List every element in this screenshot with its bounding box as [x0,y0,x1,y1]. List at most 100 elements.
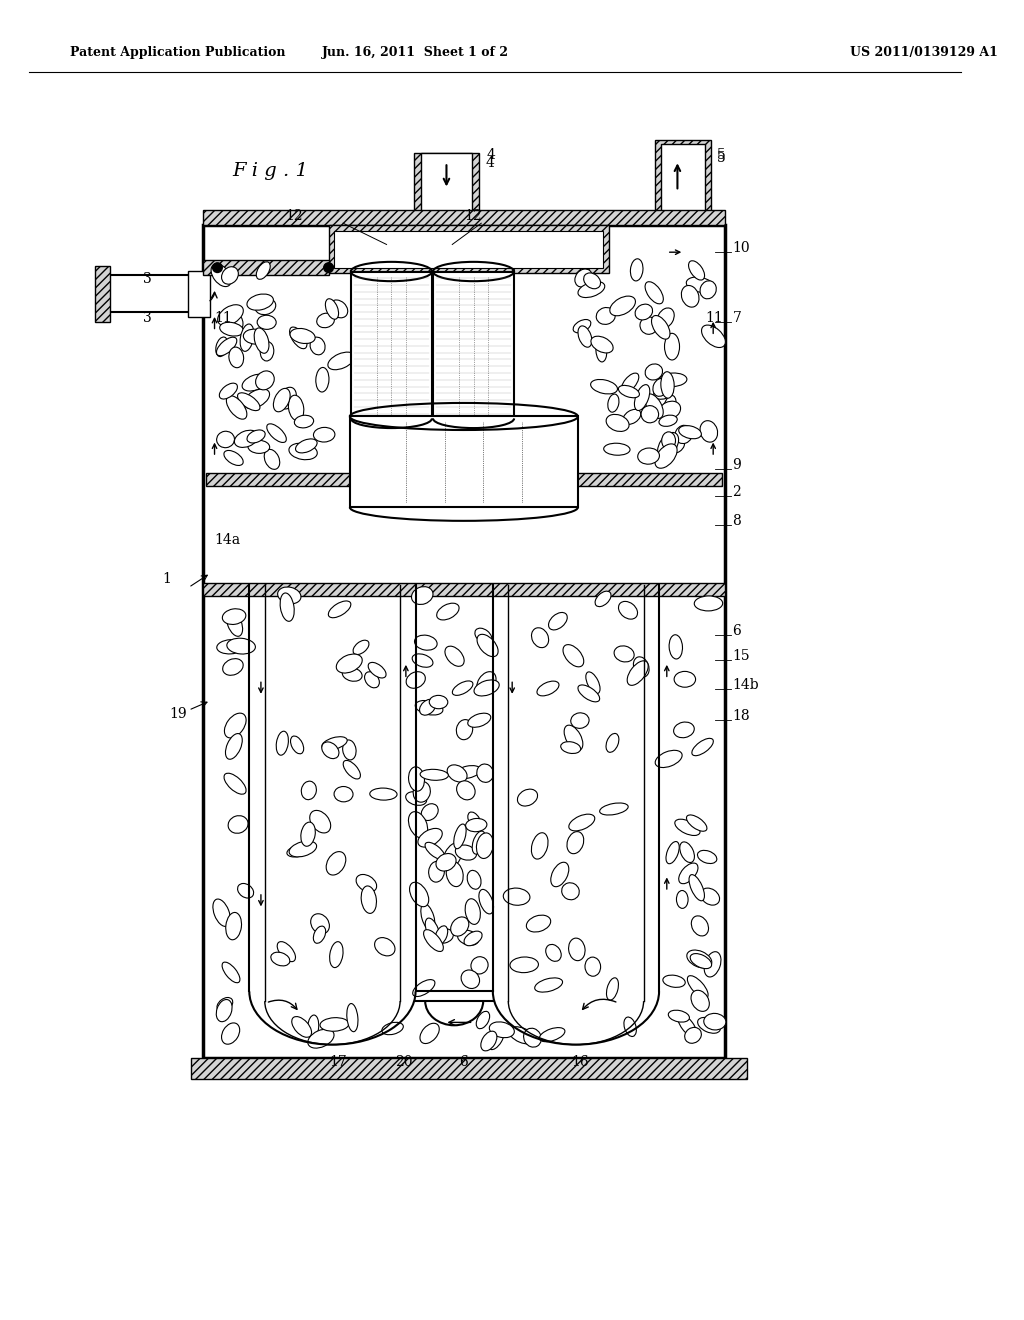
Ellipse shape [226,915,241,933]
Ellipse shape [461,970,479,989]
Ellipse shape [618,602,638,619]
Ellipse shape [641,405,658,422]
Ellipse shape [679,863,698,883]
Ellipse shape [234,430,258,447]
Ellipse shape [655,750,682,767]
Ellipse shape [657,308,674,329]
Ellipse shape [564,725,583,751]
Bar [188,271,210,317]
Ellipse shape [412,586,433,605]
Ellipse shape [361,886,377,913]
Ellipse shape [225,734,243,759]
Ellipse shape [458,931,479,945]
Ellipse shape [407,672,425,688]
Ellipse shape [217,998,232,1012]
Ellipse shape [488,1028,504,1049]
Ellipse shape [703,1014,726,1030]
Text: 4: 4 [486,148,495,162]
Ellipse shape [264,449,280,470]
Ellipse shape [675,425,692,444]
Ellipse shape [658,401,681,420]
Ellipse shape [254,327,269,354]
Ellipse shape [242,374,268,391]
Ellipse shape [691,990,710,1011]
Ellipse shape [660,372,674,399]
Ellipse shape [330,941,343,968]
Ellipse shape [347,1003,358,1032]
Ellipse shape [420,770,449,780]
Ellipse shape [375,937,395,956]
Ellipse shape [674,672,695,688]
Ellipse shape [276,731,289,755]
Ellipse shape [679,425,701,438]
Ellipse shape [382,1022,403,1035]
Ellipse shape [370,788,397,800]
Ellipse shape [677,891,688,908]
Ellipse shape [353,640,369,655]
Ellipse shape [361,434,378,454]
Ellipse shape [290,329,315,343]
Ellipse shape [409,812,428,838]
Ellipse shape [270,952,290,966]
Ellipse shape [309,810,331,833]
Text: 3: 3 [143,272,152,286]
Ellipse shape [464,931,482,945]
Ellipse shape [222,659,243,676]
Text: 15: 15 [732,649,751,663]
Ellipse shape [224,774,246,795]
Ellipse shape [216,337,228,356]
Ellipse shape [551,449,571,466]
Ellipse shape [618,385,639,397]
Ellipse shape [374,442,391,462]
Ellipse shape [453,681,473,696]
Ellipse shape [260,342,273,360]
Ellipse shape [278,587,301,603]
Ellipse shape [645,281,664,304]
Text: 5: 5 [717,148,726,162]
Ellipse shape [329,601,351,618]
Ellipse shape [256,261,270,280]
Ellipse shape [578,685,600,702]
Ellipse shape [686,814,707,832]
Bar [94,265,111,322]
Ellipse shape [668,438,684,453]
Ellipse shape [240,323,254,351]
Ellipse shape [697,850,717,863]
Ellipse shape [445,647,464,667]
Ellipse shape [413,781,430,803]
Ellipse shape [468,713,490,727]
Ellipse shape [365,672,379,688]
Ellipse shape [595,591,611,607]
Ellipse shape [475,628,492,644]
Ellipse shape [289,841,316,857]
Ellipse shape [321,1018,349,1031]
Bar [433,272,514,418]
Ellipse shape [413,979,435,997]
Ellipse shape [573,319,591,333]
Ellipse shape [606,414,629,432]
Ellipse shape [503,888,530,906]
Ellipse shape [238,393,260,411]
Ellipse shape [700,281,717,298]
Ellipse shape [307,1015,318,1039]
Ellipse shape [700,421,718,442]
Text: 1: 1 [163,572,171,586]
Bar [350,417,578,507]
Ellipse shape [635,384,650,411]
Ellipse shape [540,1027,565,1041]
Ellipse shape [342,668,362,681]
Ellipse shape [476,1011,489,1028]
Ellipse shape [224,713,246,738]
Ellipse shape [443,842,462,869]
Ellipse shape [447,764,467,781]
Ellipse shape [526,445,542,467]
Ellipse shape [692,738,714,755]
Text: 20: 20 [395,1055,413,1069]
Ellipse shape [301,822,315,846]
Ellipse shape [230,314,243,333]
Bar [203,210,725,226]
Ellipse shape [217,640,245,653]
Ellipse shape [211,264,231,286]
Ellipse shape [343,741,356,760]
Text: Patent Application Publication: Patent Application Publication [70,46,285,59]
